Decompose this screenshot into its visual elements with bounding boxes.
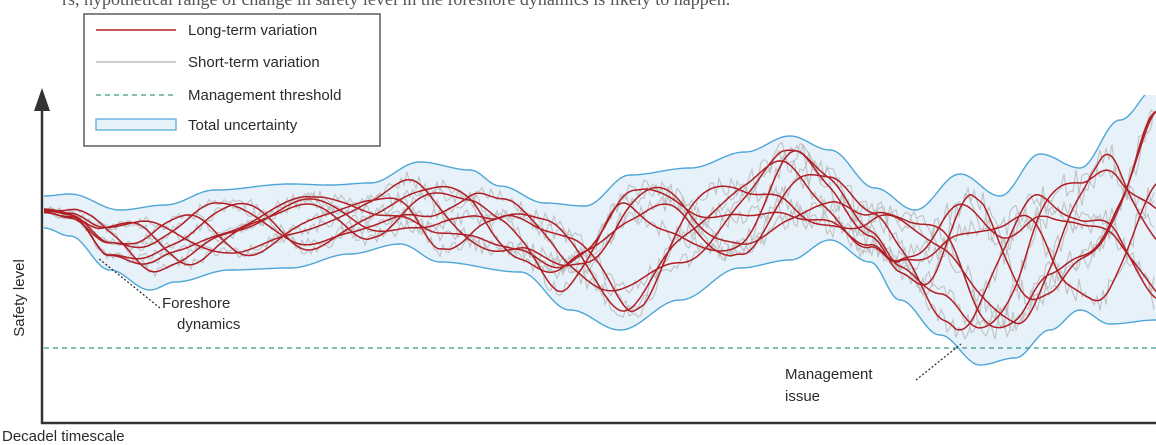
legend-label-short-term: Short-term variation xyxy=(188,54,320,71)
long-term-line xyxy=(44,153,1156,325)
legend-swatch-uncertainty xyxy=(95,118,177,131)
short-term-line xyxy=(44,179,1155,294)
management-annotation-line2: issue xyxy=(785,388,820,405)
management-annotation-line1: Management xyxy=(785,366,873,383)
long-term-line xyxy=(44,173,1156,331)
y-axis-label: Safety level xyxy=(11,259,28,337)
axes xyxy=(34,88,1156,425)
legend-label-threshold: Management threshold xyxy=(188,87,341,104)
x-axis-label: Decadel timescale xyxy=(2,428,125,445)
uncertainty-upper-edge xyxy=(44,95,1146,211)
foreshore-annotation-line1: Foreshore xyxy=(162,295,230,312)
foreshore-annotation-line2: dynamics xyxy=(177,316,240,333)
clipped-caption-strip: rs, hypothetical range of change in safe… xyxy=(0,0,1156,14)
long-term-variation-lines xyxy=(44,110,1156,331)
uncertainty-lower-edge xyxy=(44,227,1156,366)
y-axis-arrow-icon xyxy=(34,88,50,111)
management-pointer xyxy=(915,343,962,381)
foreshore-pointer xyxy=(97,257,161,309)
long-term-line xyxy=(44,111,1156,301)
long-term-line xyxy=(44,160,1156,312)
legend-label-uncertainty: Total uncertainty xyxy=(188,117,298,134)
clipped-caption-text: rs, hypothetical range of change in safe… xyxy=(62,0,730,10)
long-term-line xyxy=(44,110,1156,329)
legend: Long-term variation Short-term variation… xyxy=(83,13,381,147)
legend-label-long-term: Long-term variation xyxy=(188,22,317,39)
short-term-line xyxy=(44,164,1155,341)
